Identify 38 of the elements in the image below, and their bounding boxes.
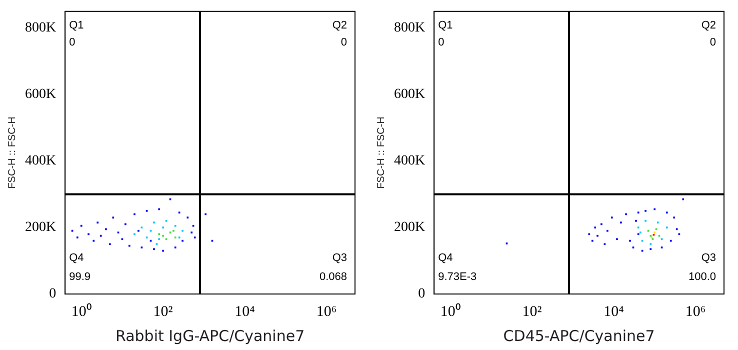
- annotation: 0: [69, 36, 76, 48]
- y-axis-title: FSC-H :: FSC-H: [376, 116, 387, 189]
- y-tick-label: 600K: [24, 87, 56, 102]
- annotation: Q4: [438, 252, 453, 264]
- x-tick-label: 10⁶: [316, 304, 337, 320]
- annotation: 0: [438, 36, 444, 48]
- y-tick-label: 0: [49, 286, 56, 302]
- annotation: Q1: [69, 19, 84, 32]
- x-axis-title: CD45-APC/Cyanine7: [503, 326, 655, 345]
- annotation: 0.068: [319, 271, 347, 284]
- annotation: Q2: [701, 19, 716, 32]
- annotation: Q2: [332, 19, 347, 32]
- x-tick-label: 10⁰: [440, 302, 460, 320]
- y-tick-label: 200K: [24, 220, 56, 236]
- annotation: Q1: [438, 19, 453, 32]
- annotation: 0: [340, 36, 347, 48]
- annotation: Q3: [332, 252, 347, 264]
- annotation: 100.0: [688, 271, 716, 284]
- y-tick-label: 600K: [394, 87, 426, 102]
- y-tick-label: 0: [418, 286, 426, 302]
- y-axis-title: FSC-H :: FSC-H: [6, 116, 18, 189]
- annotation: 99.9: [69, 271, 91, 284]
- annotation: 0: [710, 36, 716, 48]
- annotation: Q3: [701, 252, 716, 264]
- x-tick-label: 10²: [153, 304, 174, 320]
- x-tick-label: 10²: [522, 304, 542, 320]
- y-tick-label: 800K: [24, 20, 56, 36]
- annotation: 9.73E-3: [438, 271, 477, 284]
- y-tick-label: 400K: [24, 154, 56, 169]
- y-tick-label: 200K: [394, 220, 426, 236]
- x-tick-label: 10⁰: [71, 302, 92, 320]
- y-tick-label: 400K: [394, 154, 426, 169]
- x-tick-label: 10⁴: [604, 304, 624, 320]
- x-tick-label: 10⁴: [234, 304, 255, 320]
- x-tick-label: 10⁶: [685, 304, 706, 320]
- annotation: Q4: [69, 252, 84, 264]
- y-tick-label: 800K: [394, 20, 426, 36]
- x-axis-title: Rabbit IgG-APC/Cyanine7: [115, 326, 305, 345]
